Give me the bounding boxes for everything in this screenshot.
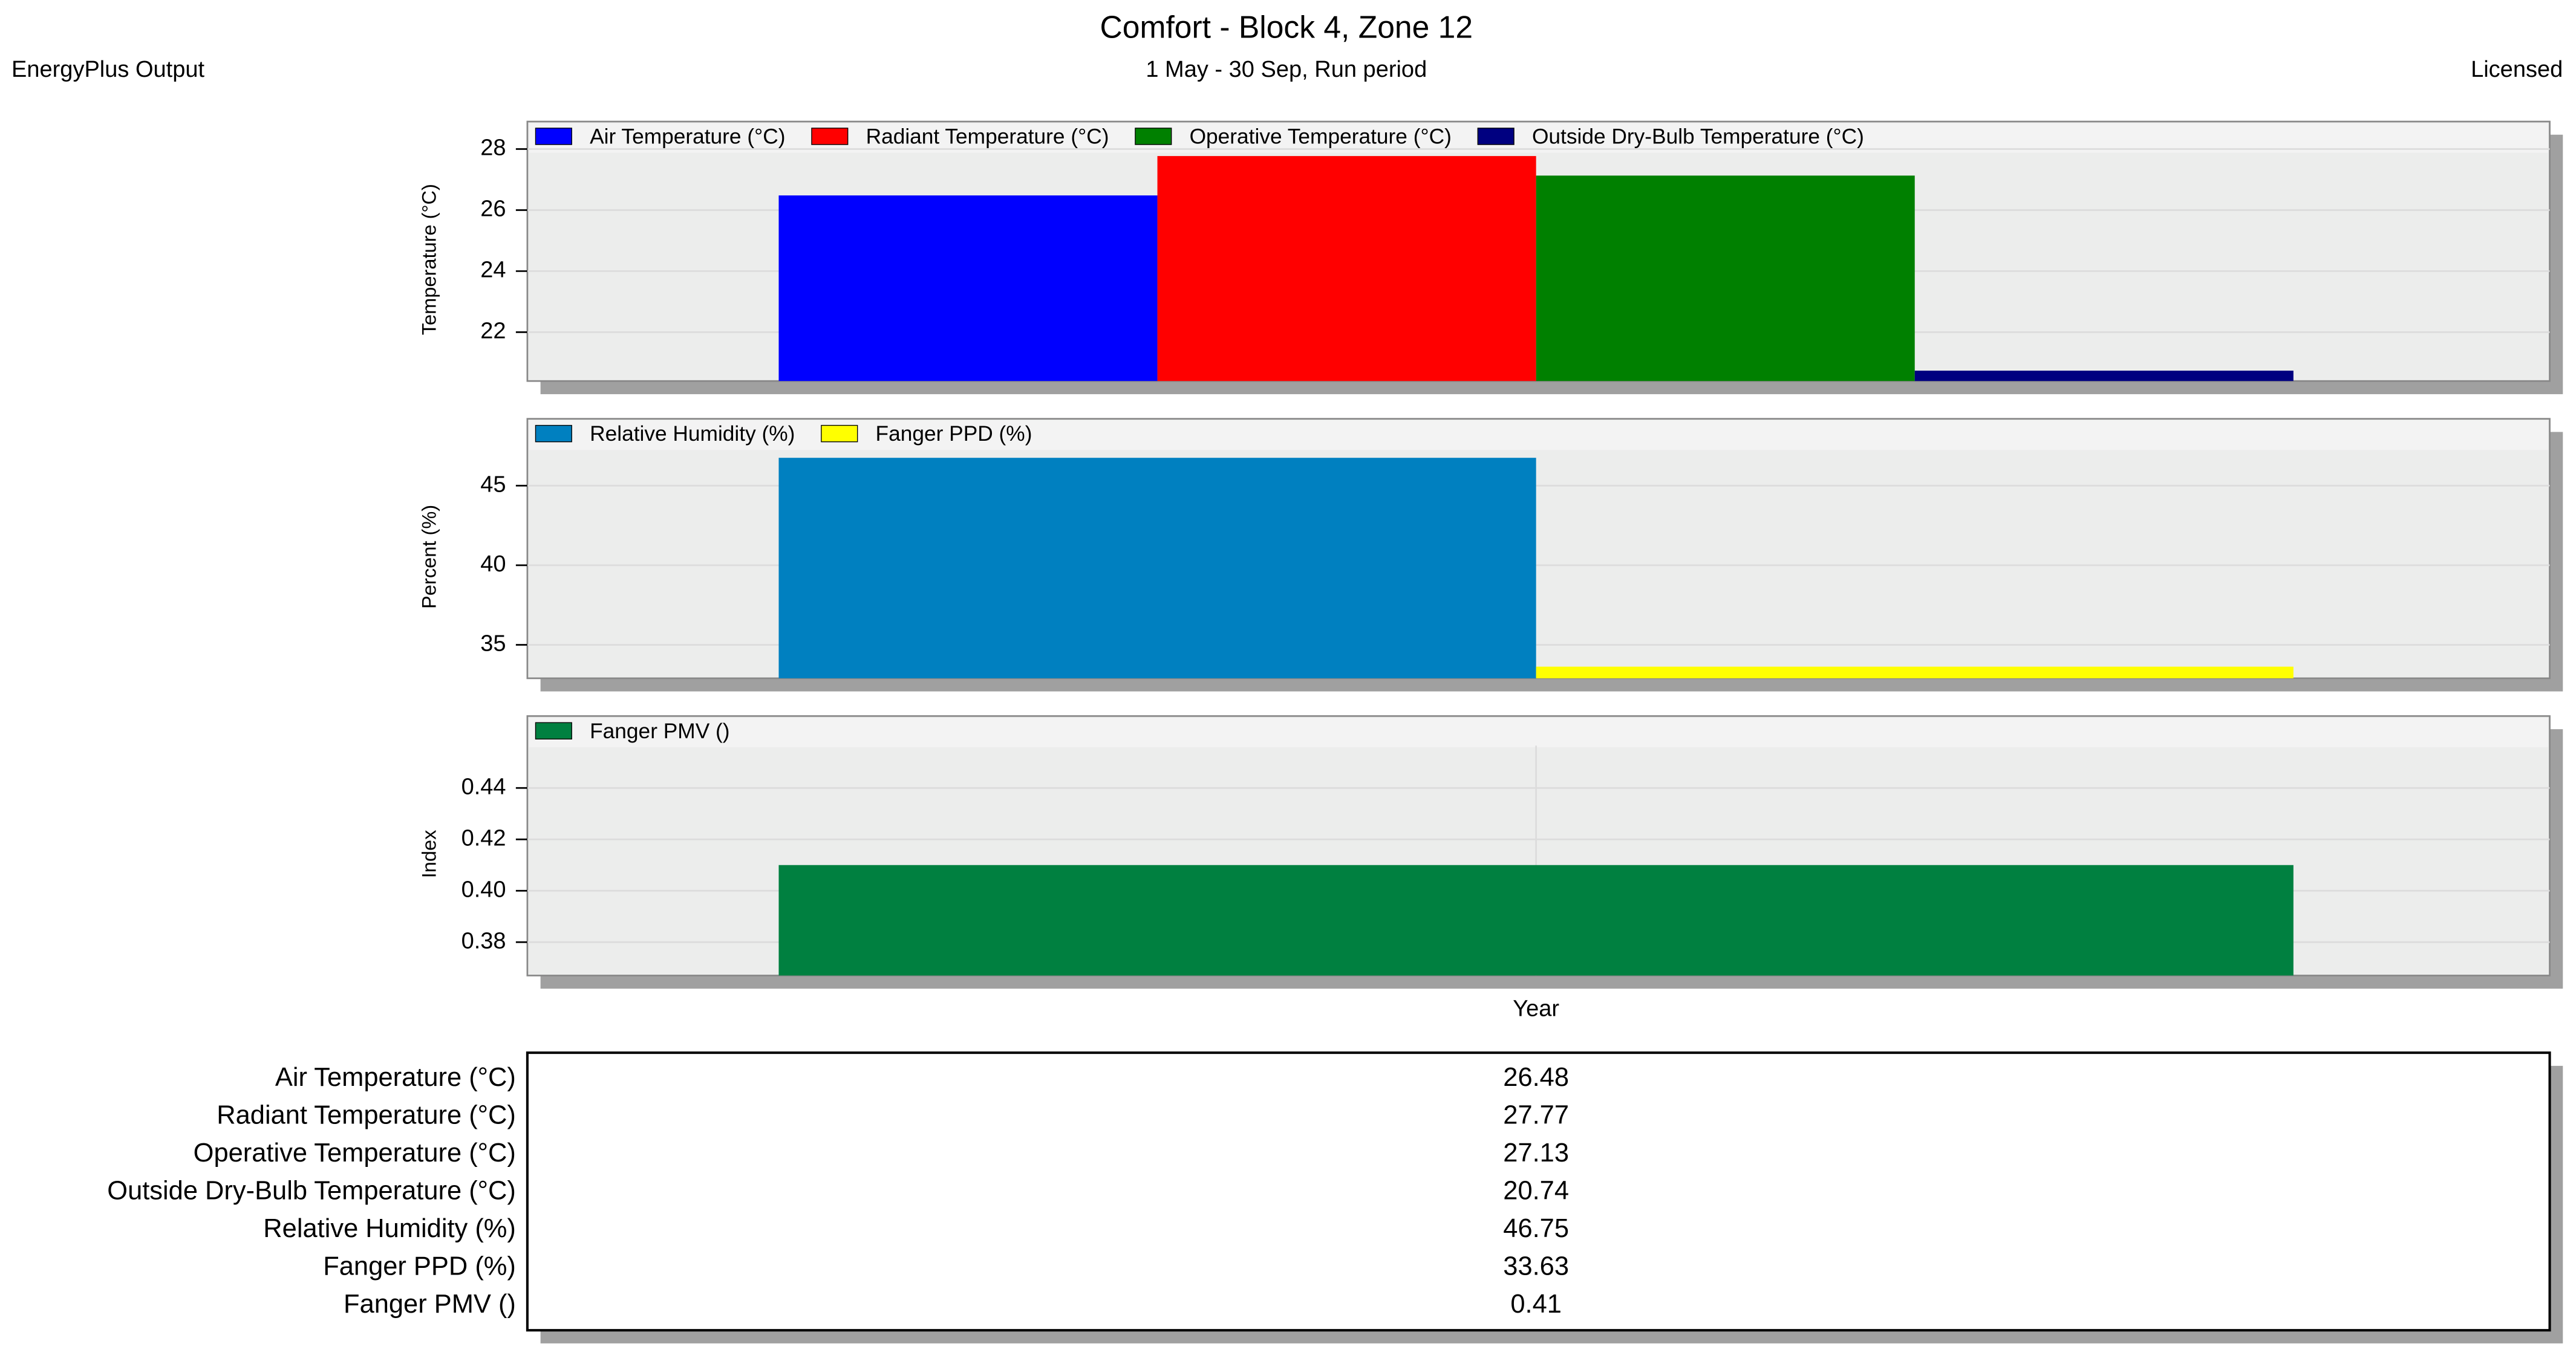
- table-row-value: 46.75: [1503, 1214, 1569, 1243]
- table-row-value: 33.63: [1503, 1252, 1569, 1281]
- y-tick-label: 24: [480, 257, 506, 282]
- y-tick-label: 45: [480, 472, 506, 497]
- legend-strip: [529, 420, 2548, 450]
- y-tick-label: 28: [480, 135, 506, 161]
- legend-swatch: [1135, 128, 1172, 145]
- subtitle: 1 May - 30 Sep, Run period: [1146, 57, 1427, 82]
- app-label: EnergyPlus Output: [11, 57, 205, 82]
- legend-swatch: [1477, 128, 1515, 145]
- y-axis-label: Percent (%): [417, 505, 440, 609]
- y-tick-label: 35: [480, 631, 506, 657]
- x-tick-label: Year: [1513, 996, 1559, 1022]
- legend-swatch: [535, 722, 572, 740]
- y-axis-label: Temperature (°C): [417, 184, 440, 335]
- y-axis-label: Index: [417, 830, 440, 879]
- legend-swatch: [821, 424, 858, 443]
- y-tick-label: 0.40: [461, 877, 506, 902]
- legend-swatch: [811, 128, 849, 145]
- bar: [778, 865, 2294, 976]
- legend-swatch: [535, 424, 572, 443]
- table-row-label: Fanger PMV (): [344, 1290, 516, 1319]
- legend-swatch: [535, 128, 572, 145]
- legend-label: Fanger PPD (%): [876, 422, 1032, 446]
- table-row-value: 27.13: [1503, 1138, 1569, 1168]
- y-tick-label: 0.44: [461, 774, 506, 799]
- table-row-label: Outside Dry-Bulb Temperature (°C): [107, 1176, 516, 1205]
- table-box: [526, 1051, 2551, 1332]
- table-row-value: 20.74: [1503, 1176, 1569, 1205]
- title: Comfort - Block 4, Zone 12: [1100, 10, 1473, 45]
- legend-label: Radiant Temperature (°C): [866, 125, 1109, 149]
- bar: [1157, 156, 1536, 382]
- table-row-label: Relative Humidity (%): [263, 1214, 516, 1243]
- legend-label: Operative Temperature (°C): [1190, 125, 1452, 149]
- table-row-label: Air Temperature (°C): [275, 1063, 516, 1092]
- table-row-value: 27.77: [1503, 1101, 1569, 1130]
- bar: [1536, 175, 1915, 382]
- legend-label: Air Temperature (°C): [590, 125, 785, 149]
- bar: [778, 458, 1536, 678]
- table-row-label: Radiant Temperature (°C): [217, 1101, 516, 1130]
- y-tick-label: 22: [480, 318, 506, 343]
- table-row-label: Operative Temperature (°C): [194, 1138, 516, 1168]
- bar: [778, 195, 1158, 382]
- y-tick-label: 0.42: [461, 825, 506, 851]
- legend-strip: [529, 718, 2548, 747]
- bar: [1536, 666, 2294, 678]
- license-label: Licensed: [2471, 57, 2563, 82]
- table-row-label: Fanger PPD (%): [323, 1252, 516, 1281]
- legend-label: Relative Humidity (%): [590, 422, 795, 446]
- legend-label: Fanger PMV (): [590, 719, 729, 743]
- legend-label: Outside Dry-Bulb Temperature (°C): [1532, 125, 1864, 149]
- table-row-value: 0.41: [1510, 1290, 1562, 1319]
- table-row-value: 26.48: [1503, 1063, 1569, 1092]
- bar: [1914, 371, 2294, 382]
- y-tick-label: 0.38: [461, 928, 506, 953]
- y-tick-label: 26: [480, 197, 506, 222]
- legend-strip: [529, 123, 2548, 153]
- y-tick-label: 40: [480, 551, 506, 577]
